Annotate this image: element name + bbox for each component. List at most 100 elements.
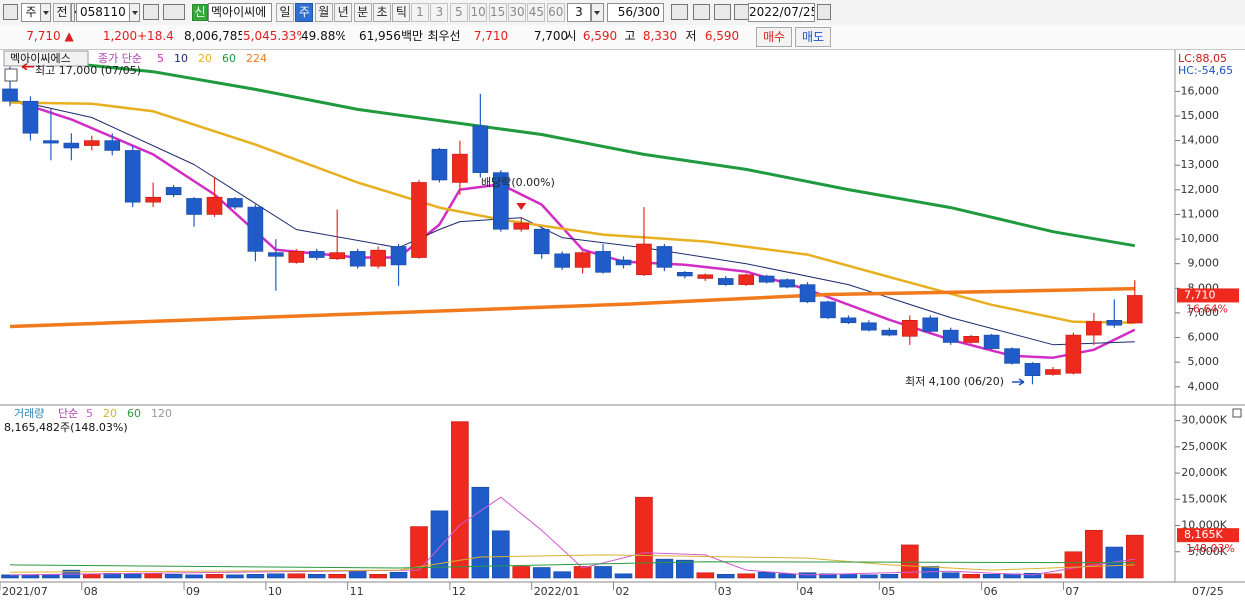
tool-icon[interactable] bbox=[693, 4, 710, 20]
candle-body bbox=[963, 336, 979, 343]
candle-body bbox=[1086, 321, 1102, 336]
buy-button[interactable]: 매수 bbox=[756, 27, 792, 47]
stock-name[interactable]: 멕아이씨에 bbox=[208, 3, 272, 22]
y-tick-label: 4,000 bbox=[1188, 380, 1220, 393]
candle-body bbox=[574, 252, 591, 268]
ma-line bbox=[9, 55, 1136, 248]
low-note: 최저 4,100 (06/20) bbox=[905, 375, 1004, 388]
volume-bar bbox=[328, 574, 347, 579]
period-type[interactable]: 주 bbox=[21, 3, 41, 22]
y-tick-label: 10,000 bbox=[1181, 232, 1220, 245]
volume-bar bbox=[123, 573, 142, 579]
candle-body bbox=[472, 125, 489, 173]
y-tick-label: 20,000K bbox=[1181, 466, 1227, 479]
period-button[interactable]: 분 bbox=[353, 3, 372, 22]
ma-line bbox=[9, 98, 1136, 359]
dropdown[interactable] bbox=[40, 3, 51, 22]
x-tick-label: 06 bbox=[984, 585, 998, 598]
last-volume-change: 148.03% bbox=[1186, 542, 1235, 555]
period-button[interactable]: 월 bbox=[314, 3, 333, 22]
adjust-button[interactable]: 전 bbox=[53, 3, 71, 22]
volume-label: 8,165,482주(148.03%) bbox=[4, 421, 128, 434]
candle-body bbox=[881, 329, 898, 336]
legend-item: 60 bbox=[222, 52, 236, 65]
volume-bar bbox=[941, 572, 960, 579]
interval-button[interactable]: 1 bbox=[411, 3, 429, 22]
interval-button[interactable]: 5 bbox=[449, 3, 468, 22]
tool-icon[interactable] bbox=[714, 4, 731, 20]
period-button[interactable]: 초 bbox=[373, 3, 391, 22]
volume-bar bbox=[144, 573, 162, 579]
volume-bar bbox=[246, 574, 265, 579]
quote-turnover: 49.88% bbox=[301, 29, 345, 43]
legend-prefix: 단순 bbox=[58, 407, 78, 420]
last-volume-box bbox=[1177, 528, 1239, 543]
x-tick-label: 03 bbox=[718, 585, 732, 598]
volume-bar bbox=[676, 559, 694, 579]
y-tick-label: 5,000K bbox=[1188, 545, 1227, 558]
interval-button[interactable]: 3 bbox=[430, 3, 449, 22]
layout-icon[interactable] bbox=[3, 4, 18, 20]
x-tick-label: 09 bbox=[186, 585, 200, 598]
interval-button[interactable]: 30 bbox=[508, 3, 526, 22]
volume-bar bbox=[635, 496, 653, 579]
candle-body bbox=[820, 301, 836, 319]
high-note: 최고 17,000 (07/05) bbox=[35, 64, 141, 77]
period-button[interactable]: 주 bbox=[295, 3, 314, 22]
dropdown[interactable] bbox=[71, 3, 80, 22]
interval-button[interactable]: 15 bbox=[488, 3, 507, 22]
tool-icon[interactable] bbox=[671, 4, 688, 20]
last-volume-label: 8,165K bbox=[1184, 528, 1223, 541]
volume-bar bbox=[1044, 573, 1062, 579]
legend-item: 5 bbox=[86, 407, 93, 420]
legend-title: 멕아이씨에스 bbox=[10, 52, 71, 65]
chart: 4,0005,0006,0007,0008,0009,00010,00011,0… bbox=[0, 50, 1245, 602]
volume-bar bbox=[1064, 551, 1083, 579]
x-end-label: 07/25 bbox=[1192, 585, 1224, 598]
interval-button[interactable]: 60 bbox=[546, 3, 565, 22]
volume-bar bbox=[471, 486, 490, 579]
volume-bar bbox=[532, 567, 551, 579]
period-button[interactable]: 년 bbox=[334, 3, 353, 22]
candle-body bbox=[84, 140, 100, 146]
period-button[interactable]: 일 bbox=[276, 3, 294, 22]
interval-button[interactable]: 10 bbox=[469, 3, 488, 22]
dropdown[interactable] bbox=[129, 3, 140, 22]
volume-bar bbox=[757, 571, 776, 579]
legend-title: 거래량 bbox=[14, 407, 44, 420]
quote-open-label: 시 bbox=[565, 29, 577, 43]
candle-body bbox=[533, 228, 550, 255]
interval-input[interactable]: 3 bbox=[567, 3, 591, 22]
candle-body bbox=[411, 182, 427, 258]
sell-button[interactable]: 매도 bbox=[795, 27, 831, 47]
quote-high-label: 고 bbox=[624, 29, 636, 43]
calendar-icon[interactable] bbox=[817, 4, 831, 20]
y-tick-label: 13,000 bbox=[1181, 158, 1220, 171]
count-input[interactable]: 56/300 bbox=[607, 3, 664, 22]
dividend-note: 배당락(0.00%) bbox=[481, 176, 555, 189]
y-tick-label: 12,000 bbox=[1181, 183, 1220, 196]
interval-button[interactable]: 45 bbox=[527, 3, 546, 22]
sound-icon[interactable] bbox=[163, 4, 185, 20]
candle-body bbox=[308, 251, 325, 258]
candle-body bbox=[615, 259, 632, 266]
date-input[interactable]: 2022/07/25 bbox=[748, 3, 815, 22]
quote-open: 6,590 bbox=[582, 29, 618, 43]
period-button[interactable]: 틱 bbox=[392, 3, 411, 22]
legend-item: 5 bbox=[157, 52, 164, 65]
candle-body bbox=[165, 187, 182, 196]
quote-amount: 61,956백만 bbox=[358, 29, 424, 43]
dropdown[interactable] bbox=[591, 3, 604, 22]
code-input[interactable]: 058110 bbox=[76, 3, 130, 22]
x-tick-label: 07 bbox=[1065, 585, 1079, 598]
x-tick-label: 11 bbox=[350, 585, 364, 598]
quote-low-label: 저 bbox=[685, 29, 697, 43]
candle-body bbox=[697, 274, 714, 279]
x-tick-label: 2021/07 bbox=[2, 585, 48, 598]
volume-bar bbox=[696, 572, 715, 579]
volume-bar bbox=[655, 558, 674, 579]
search-icon[interactable] bbox=[143, 4, 159, 20]
volume-bar bbox=[860, 574, 878, 579]
quote-change-rate: +18.43% bbox=[137, 29, 175, 43]
pane-close[interactable] bbox=[1232, 408, 1242, 418]
